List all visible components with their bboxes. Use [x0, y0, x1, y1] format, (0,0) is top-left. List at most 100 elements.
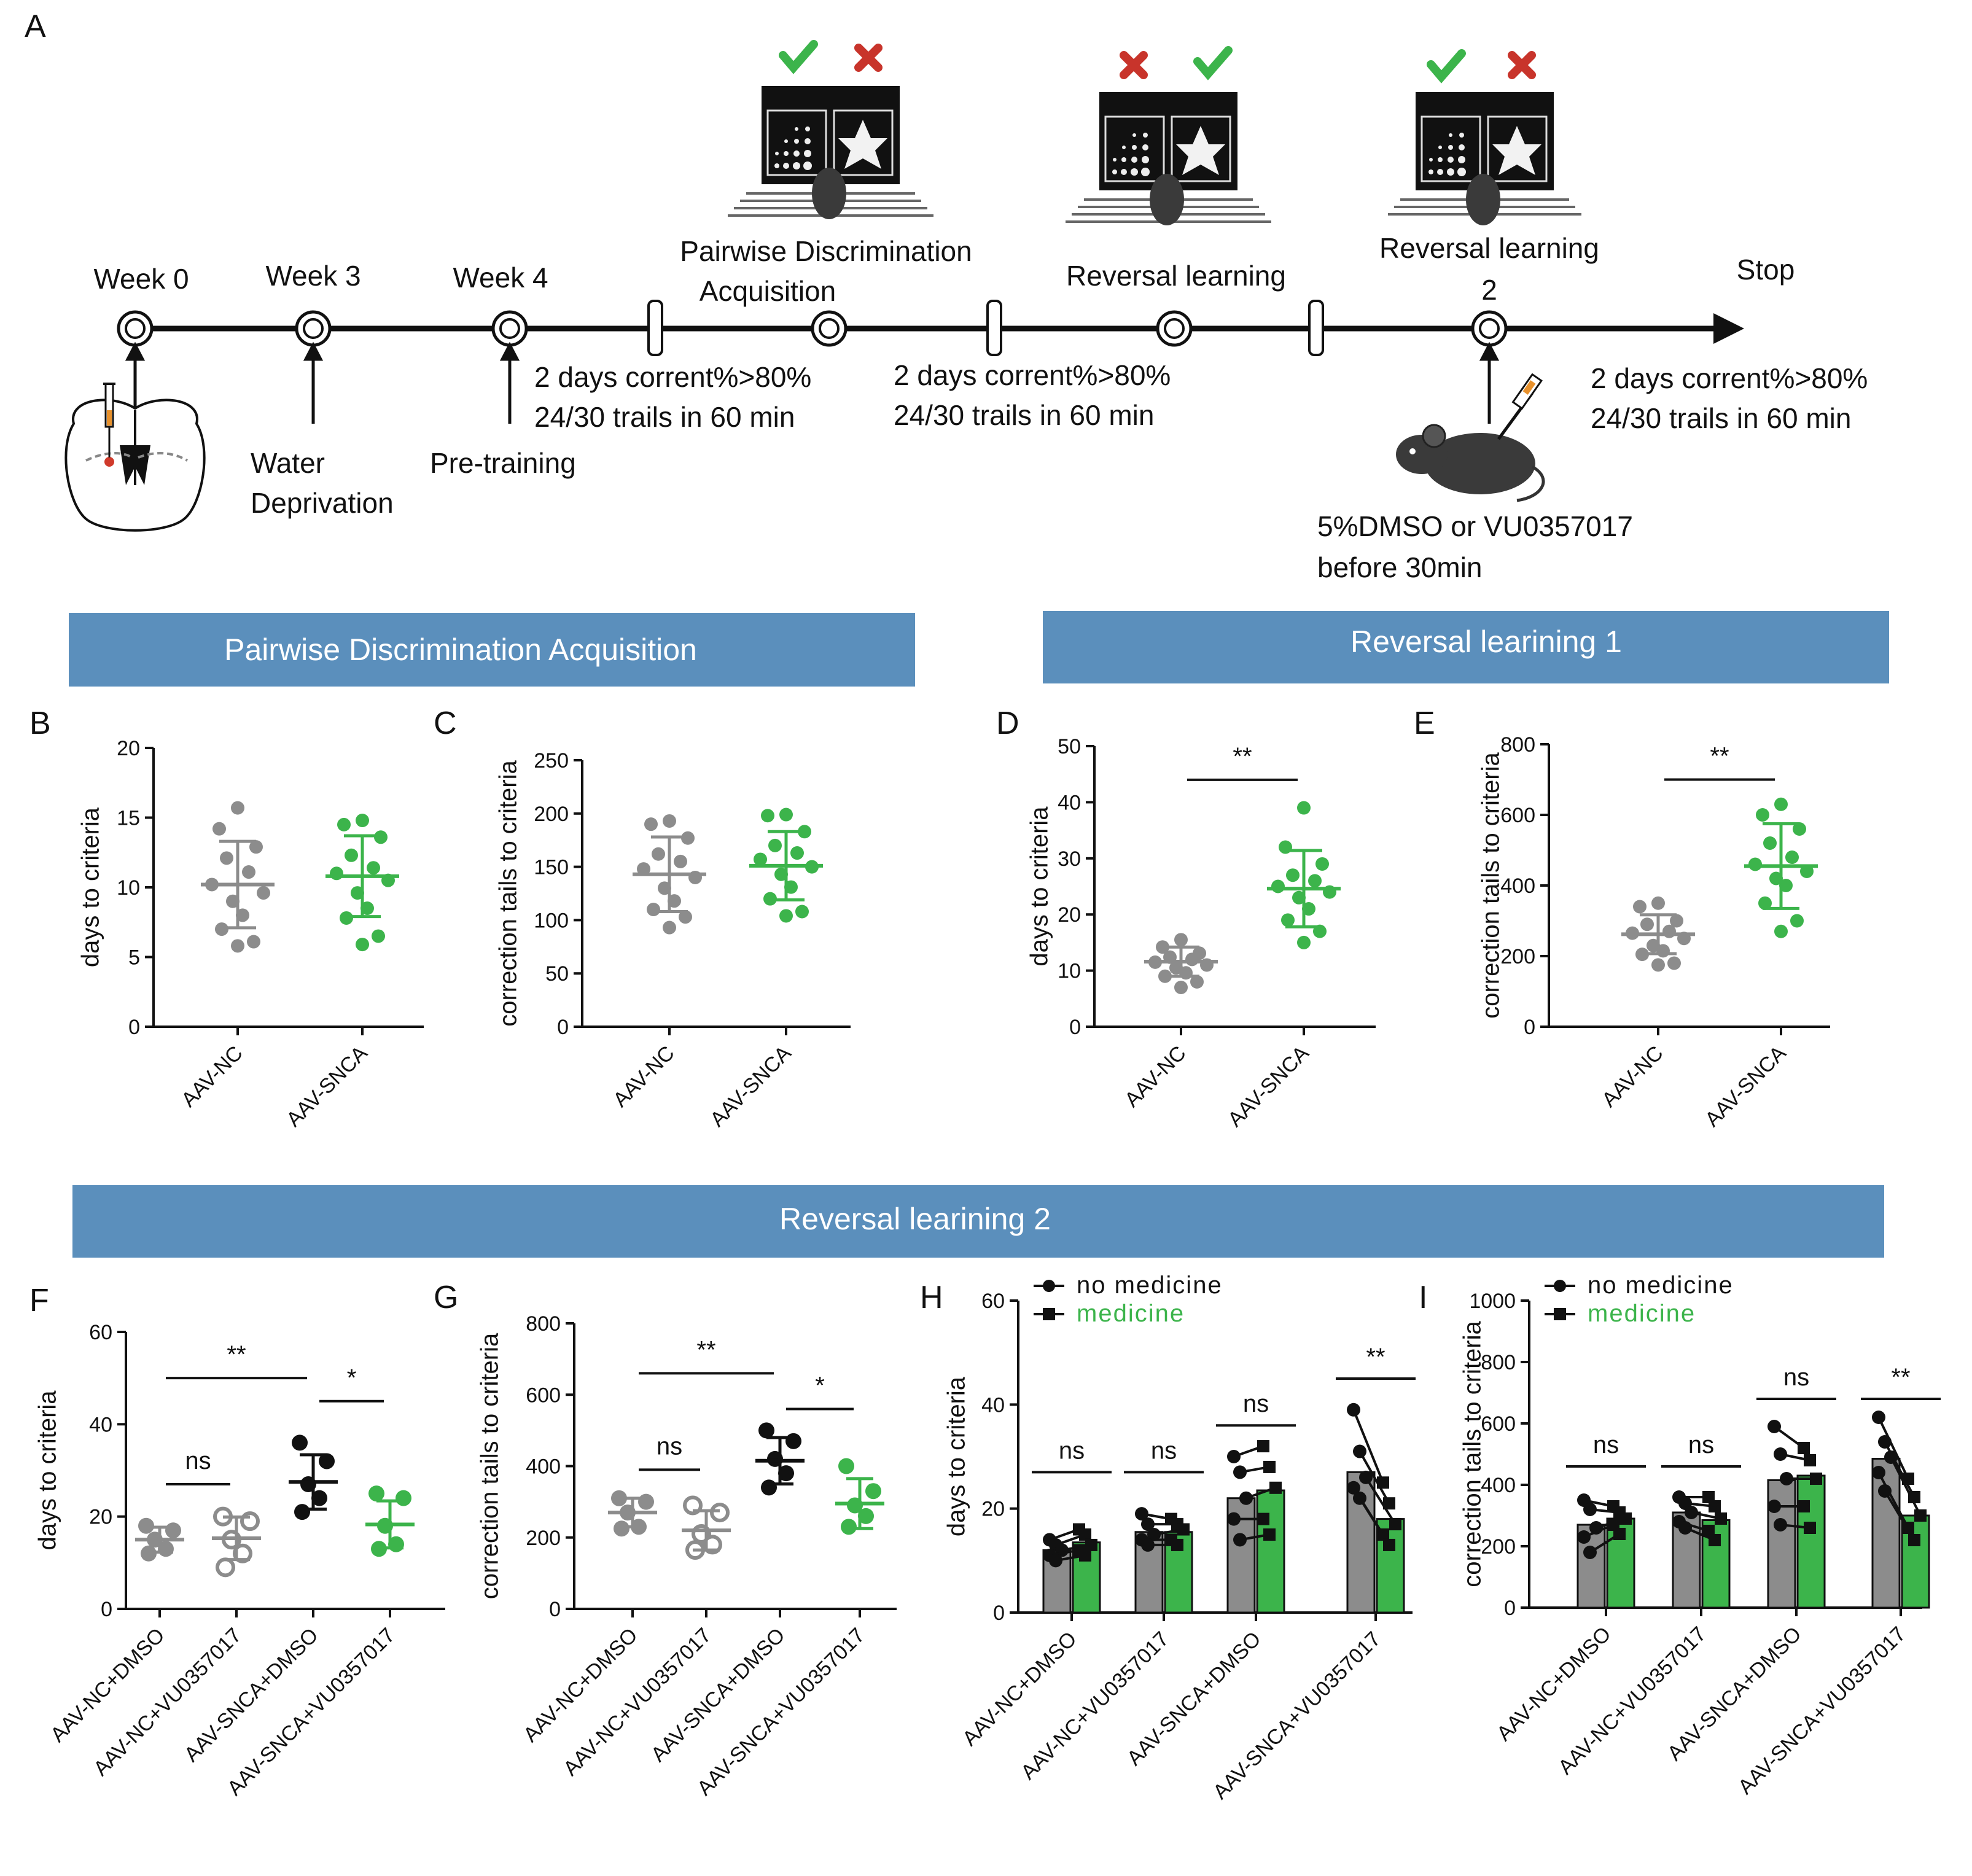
significance-label: ns: [1151, 1437, 1177, 1464]
x-tick-label: AAV-SNCA: [282, 1041, 372, 1132]
data-point-no-medicine: [1135, 1507, 1148, 1521]
node-rl2: [1471, 310, 1508, 347]
banner-rl1-text: Reversal learining 1: [1350, 625, 1622, 659]
data-point-medicine: [1798, 1442, 1810, 1454]
y-tick-label: 0: [557, 1016, 569, 1039]
y-tick-label: 200: [526, 1527, 561, 1550]
data-point: [779, 808, 793, 822]
y-tick-label: 600: [526, 1384, 561, 1407]
data-point-medicine: [1383, 1497, 1395, 1510]
timeline-break-marks: [647, 300, 1324, 356]
data-point-no-medicine: [1227, 1450, 1241, 1463]
legend-label-medicine: medicine: [1077, 1300, 1185, 1327]
data-point: [1651, 896, 1665, 910]
y-tick-label: 0: [1524, 1016, 1535, 1039]
y-tick-label: 50: [1058, 735, 1081, 758]
data-point: [1633, 900, 1647, 914]
data-point: [790, 846, 804, 860]
water-deprivation-label: Water Deprivation: [251, 447, 394, 519]
banner-rl2-text: Reversal learining 2: [779, 1202, 1051, 1236]
y-tick-label: 200: [1500, 945, 1535, 968]
significance-label: ns: [185, 1447, 211, 1474]
legend-marker-circle: [1043, 1280, 1055, 1292]
x-tick-label: AAV-NC+VU0357017: [559, 1624, 716, 1781]
data-point: [758, 1422, 774, 1439]
data-point: [319, 1453, 335, 1469]
data-point-no-medicine: [1353, 1444, 1366, 1458]
x-tick-label: AAV-NC: [609, 1041, 679, 1112]
data-point: [663, 920, 676, 935]
data-point: [1190, 975, 1204, 989]
data-point-medicine: [1709, 1500, 1721, 1512]
data-point-no-medicine: [1347, 1403, 1360, 1417]
panel-label-b: B: [29, 706, 51, 741]
data-point: [779, 909, 793, 923]
data-point-medicine: [1613, 1528, 1626, 1540]
timeline-nodes: [117, 310, 1508, 347]
data-point: [1793, 822, 1806, 836]
x-tick-label: AAV-SNCA+VU0357017: [1734, 1622, 1911, 1799]
significance-label: ns: [1059, 1437, 1085, 1464]
x-tick-label: AAV-NC: [1120, 1041, 1191, 1112]
x-tick-label: AAV-SNCA+DMSO: [180, 1624, 323, 1767]
data-point: [1756, 808, 1769, 822]
data-point: [367, 861, 380, 875]
significance-label: ns: [1243, 1390, 1269, 1417]
data-point-medicine: [1079, 1549, 1091, 1562]
data-point: [1670, 914, 1683, 928]
data-point: [220, 851, 233, 865]
data-point-no-medicine: [1577, 1530, 1591, 1544]
criteria-2-line2: 24/30 trails in 60 min: [894, 399, 1154, 431]
y-axis-label: correction tails to criteria: [1478, 752, 1505, 1019]
y-tick-label: 150: [534, 856, 569, 879]
data-point-no-medicine: [1878, 1484, 1892, 1498]
data-point: [778, 1465, 794, 1482]
data-point-medicine: [1177, 1523, 1190, 1536]
panel-label-g: G: [434, 1280, 458, 1315]
y-tick-label: 50: [545, 962, 569, 986]
data-point: [644, 817, 658, 831]
criteria-1: 2 days corrent%>80% 24/30 trails in 60 m…: [534, 361, 811, 433]
paired-line: [1890, 1457, 1922, 1516]
significance-label: **: [1233, 743, 1252, 770]
paired-line: [1365, 1476, 1397, 1525]
data-point: [1640, 917, 1654, 932]
data-point-no-medicine: [1147, 1528, 1161, 1541]
mouse-illustration: [1396, 373, 1545, 502]
chart-d: 0 10 20 30 40 50 days to criteria AAV-NC AAV-SNC…: [1026, 735, 1376, 1131]
significance-label: **: [1891, 1364, 1910, 1391]
significance-label: **: [1710, 743, 1729, 770]
data-point-medicine: [1257, 1512, 1269, 1525]
data-point-medicine: [1709, 1534, 1721, 1546]
timeline-arrowhead: [1713, 313, 1744, 344]
data-point: [754, 852, 767, 866]
data-point-medicine: [1383, 1538, 1395, 1551]
paired-line: [1358, 1497, 1390, 1546]
pretraining-label: Pre-training: [430, 447, 576, 479]
data-point: [356, 814, 369, 828]
legend-label-medicine: medicine: [1588, 1300, 1696, 1327]
data-point: [345, 848, 358, 862]
data-point-no-medicine: [1780, 1472, 1793, 1485]
x-tick-label: AAV-SNCA: [1701, 1041, 1791, 1132]
y-tick-label: 800: [1500, 733, 1535, 757]
data-point-no-medicine: [1233, 1465, 1247, 1479]
y-tick-label: 200: [534, 803, 569, 826]
drug-note-line1: 5%DMSO or VU0357017: [1317, 510, 1633, 542]
y-tick-label: 600: [1500, 804, 1535, 827]
y-axis-label: days to criteria: [1026, 806, 1053, 967]
significance-label: **: [227, 1341, 246, 1368]
data-point: [1174, 981, 1188, 995]
step-week0-label: Week 0: [93, 263, 189, 295]
data-point: [638, 1493, 654, 1510]
data-point-medicine: [1810, 1473, 1822, 1485]
significance-label: *: [815, 1372, 825, 1399]
data-point-no-medicine: [1767, 1500, 1781, 1513]
data-point: [368, 1485, 384, 1502]
timeline-up-arrows: [125, 341, 1500, 430]
y-tick-label: 200: [1481, 1535, 1516, 1559]
data-point: [761, 1479, 777, 1496]
x-tick-label: AAV-NC: [177, 1041, 247, 1112]
data-point-no-medicine: [1678, 1521, 1692, 1535]
